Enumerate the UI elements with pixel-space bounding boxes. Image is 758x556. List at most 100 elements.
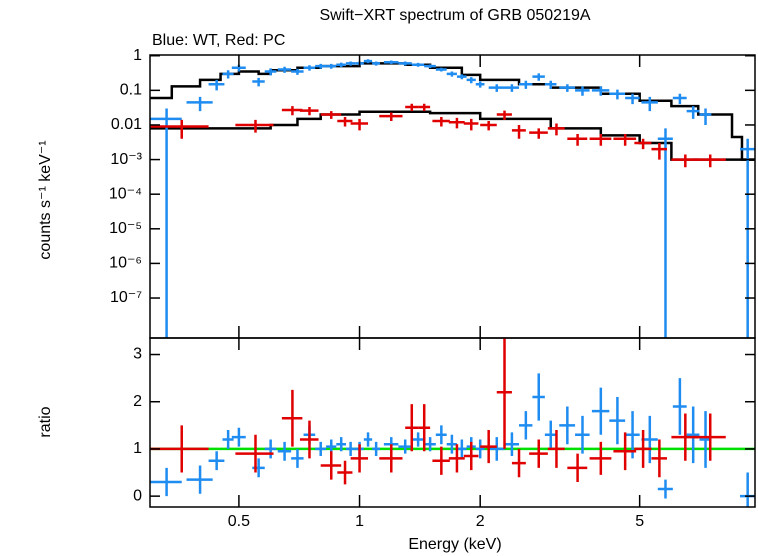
data-point bbox=[435, 425, 447, 445]
data-point bbox=[372, 61, 381, 66]
data-point bbox=[398, 439, 412, 454]
data-point bbox=[208, 451, 225, 471]
data-point bbox=[634, 430, 652, 468]
y-axis-label: ratio bbox=[37, 406, 54, 437]
data-point bbox=[511, 448, 526, 478]
data-point bbox=[671, 154, 699, 168]
data-point bbox=[281, 106, 303, 116]
data-point bbox=[222, 70, 234, 79]
data-point bbox=[625, 93, 640, 105]
x-tick-label: 0.5 bbox=[228, 513, 250, 530]
data-point bbox=[432, 446, 450, 475]
data-point bbox=[480, 121, 497, 131]
data-point bbox=[740, 138, 755, 338]
data-point bbox=[350, 118, 369, 131]
chart-title: Swift−XRT spectrum of GRB 050219A bbox=[319, 7, 590, 24]
plot-area bbox=[150, 59, 755, 338]
data-point bbox=[613, 133, 637, 146]
data-point bbox=[475, 81, 485, 88]
data-point bbox=[504, 432, 520, 457]
data-point bbox=[277, 441, 292, 461]
data-point bbox=[150, 108, 182, 338]
data-point bbox=[379, 444, 403, 473]
data-point bbox=[186, 465, 213, 494]
data-point bbox=[281, 389, 303, 447]
data-point bbox=[613, 432, 637, 471]
model-line bbox=[150, 110, 755, 161]
data-point bbox=[547, 123, 565, 136]
data-point bbox=[264, 68, 277, 76]
data-point bbox=[315, 441, 327, 457]
data-point bbox=[532, 373, 545, 421]
data-point bbox=[336, 437, 346, 452]
data-point bbox=[372, 441, 381, 457]
data-point bbox=[315, 63, 327, 69]
data-point bbox=[363, 432, 373, 447]
data-point bbox=[411, 432, 425, 447]
data-point bbox=[326, 439, 337, 454]
data-point bbox=[529, 128, 548, 139]
data-point bbox=[532, 73, 545, 81]
data-point bbox=[299, 420, 319, 459]
data-point bbox=[657, 479, 673, 499]
data-point bbox=[320, 451, 342, 480]
data-point bbox=[208, 79, 225, 91]
data-point bbox=[150, 467, 182, 497]
data-point bbox=[235, 119, 274, 133]
data-point bbox=[634, 138, 652, 150]
plot-area bbox=[150, 338, 755, 507]
data-point bbox=[299, 107, 319, 116]
data-point bbox=[496, 338, 512, 449]
data-point bbox=[591, 86, 610, 96]
data-point bbox=[511, 124, 526, 139]
data-point bbox=[529, 439, 548, 468]
data-point bbox=[609, 89, 626, 100]
y-tick-label: 10⁻³ bbox=[110, 151, 142, 168]
data-point bbox=[446, 434, 457, 454]
data-point bbox=[252, 77, 265, 87]
data-point bbox=[547, 430, 565, 468]
x-axis-label: Energy (keV) bbox=[408, 536, 501, 553]
data-point bbox=[336, 62, 346, 68]
y-axis-label: counts s⁻¹ keV⁻¹ bbox=[37, 140, 54, 259]
x-tick-label: 5 bbox=[635, 513, 644, 530]
data-point bbox=[575, 415, 590, 454]
data-point bbox=[559, 406, 576, 445]
data-point bbox=[693, 413, 726, 461]
y-tick-label: 0.1 bbox=[120, 82, 142, 99]
data-point bbox=[411, 62, 425, 67]
data-point bbox=[686, 406, 700, 464]
data-point bbox=[672, 378, 687, 435]
data-point bbox=[291, 448, 304, 468]
data-point bbox=[264, 439, 277, 459]
data-point bbox=[463, 441, 479, 471]
y-tick-label: 3 bbox=[133, 346, 142, 363]
data-point bbox=[337, 460, 353, 485]
data-point bbox=[591, 387, 610, 435]
data-point bbox=[405, 404, 419, 452]
data-point bbox=[559, 84, 576, 92]
data-point bbox=[432, 116, 450, 127]
data-point bbox=[504, 84, 520, 92]
data-point bbox=[589, 133, 612, 146]
x-tick-label: 2 bbox=[476, 513, 485, 530]
y-tick-label: 1 bbox=[133, 47, 142, 64]
y-tick-label: 10⁻⁵ bbox=[109, 220, 142, 237]
plot-frame bbox=[149, 337, 756, 508]
y-tick-label: 0 bbox=[133, 487, 142, 504]
y-tick-label: 0.01 bbox=[111, 116, 142, 133]
data-point bbox=[686, 106, 700, 119]
data-point bbox=[475, 439, 485, 459]
data-point bbox=[463, 118, 479, 131]
data-point bbox=[488, 84, 505, 92]
data-point bbox=[641, 96, 658, 112]
data-point bbox=[418, 103, 431, 112]
data-point bbox=[544, 80, 557, 89]
data-point bbox=[337, 116, 353, 127]
chart-subtitle: Blue: WT, Red: PC bbox=[152, 32, 285, 49]
data-point bbox=[567, 453, 588, 482]
data-point bbox=[651, 439, 667, 478]
data-point bbox=[405, 103, 419, 112]
